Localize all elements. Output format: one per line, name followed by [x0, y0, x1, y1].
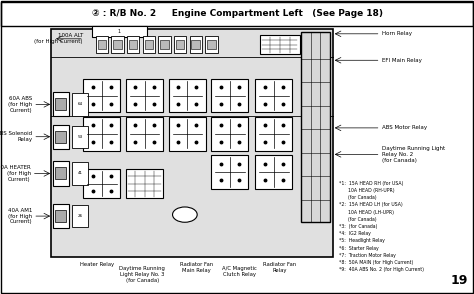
Bar: [72, 205, 88, 227]
Bar: [53, 204, 69, 228]
Bar: [126, 78, 163, 112]
Text: *2:  15A HEAD LH (for USA): *2: 15A HEAD LH (for USA): [339, 202, 402, 208]
Bar: [174, 36, 186, 53]
Bar: [145, 40, 153, 49]
Text: 40A AM1
(for High
Current): 40A AM1 (for High Current): [8, 208, 32, 224]
Bar: [158, 36, 171, 53]
Bar: [51, 29, 333, 257]
Text: 64: 64: [78, 102, 82, 106]
Bar: [111, 36, 124, 53]
Bar: [92, 26, 147, 37]
Text: ABS Motor Relay: ABS Motor Relay: [382, 125, 427, 131]
Bar: [126, 117, 163, 151]
Bar: [207, 40, 216, 49]
Text: 19: 19: [451, 274, 468, 287]
Text: Horn Relay: Horn Relay: [382, 31, 411, 36]
Bar: [55, 131, 66, 143]
Text: *7:  Traction Motor Relay: *7: Traction Motor Relay: [339, 253, 396, 258]
Bar: [143, 36, 155, 53]
Text: 60A ABS
(for High
Current): 60A ABS (for High Current): [8, 96, 32, 113]
Bar: [169, 117, 206, 151]
Text: *9:  40A ABS No. 2 (for High Current): *9: 40A ABS No. 2 (for High Current): [339, 267, 424, 272]
Bar: [127, 36, 139, 53]
Text: A/C Magnetic
Clutch Relay: A/C Magnetic Clutch Relay: [222, 266, 257, 277]
Text: ABS Solenoid
Relay: ABS Solenoid Relay: [0, 131, 32, 142]
Text: ② : R/B No. 2     Engine Compartment Left   (See Page 18): ② : R/B No. 2 Engine Compartment Left (S…: [91, 9, 383, 18]
Bar: [211, 117, 248, 151]
Text: Daytime Running Light
Relay No. 2
(for Canada): Daytime Running Light Relay No. 2 (for C…: [382, 146, 445, 163]
Bar: [72, 126, 88, 148]
Text: Radiator Fan
Main Relay: Radiator Fan Main Relay: [180, 262, 213, 273]
Bar: [176, 40, 184, 49]
Text: EFI Main Relay: EFI Main Relay: [382, 58, 421, 63]
Bar: [255, 155, 292, 189]
Text: (for Canada): (for Canada): [339, 217, 376, 222]
Bar: [55, 98, 66, 110]
Text: *4:  IG2 Relay: *4: IG2 Relay: [339, 231, 371, 236]
Text: 53: 53: [77, 135, 83, 139]
Text: *8:  50A MAIN (for High Current): *8: 50A MAIN (for High Current): [339, 260, 413, 265]
Bar: [55, 210, 66, 222]
Bar: [255, 78, 292, 112]
Bar: [83, 78, 120, 112]
Bar: [53, 92, 69, 116]
Bar: [72, 93, 88, 116]
Bar: [72, 162, 88, 185]
Text: (for Canada): (for Canada): [339, 195, 376, 200]
Text: 10A HEAD (RH-UPR): 10A HEAD (RH-UPR): [339, 188, 394, 193]
Text: *1:  15A HEAD RH (for USA): *1: 15A HEAD RH (for USA): [339, 181, 403, 186]
Bar: [126, 169, 163, 198]
Bar: [211, 155, 248, 189]
Text: *5:  Headlight Relay: *5: Headlight Relay: [339, 238, 385, 243]
Bar: [55, 168, 66, 179]
Bar: [255, 117, 292, 151]
Text: *3:  (for Canada): *3: (for Canada): [339, 224, 377, 229]
Bar: [83, 117, 120, 151]
Text: 10A HEAD (LH-UPR): 10A HEAD (LH-UPR): [339, 210, 394, 215]
Bar: [190, 36, 202, 53]
Bar: [53, 161, 69, 186]
Text: Heater Relay: Heater Relay: [80, 262, 114, 267]
Bar: [96, 36, 108, 53]
Bar: [301, 32, 330, 222]
Text: Daytime Running
Light Relay No. 3
(for Canada): Daytime Running Light Relay No. 3 (for C…: [119, 266, 165, 283]
Text: 50A HEATER
(for High
Current): 50A HEATER (for High Current): [0, 165, 31, 182]
Bar: [113, 40, 122, 49]
Text: 1: 1: [118, 29, 121, 34]
Text: 41: 41: [78, 171, 82, 176]
Bar: [191, 40, 200, 49]
Bar: [53, 125, 69, 149]
Bar: [169, 78, 206, 112]
Bar: [211, 78, 248, 112]
Text: Radiator Fan
Relay: Radiator Fan Relay: [263, 262, 296, 273]
Text: *6:  Starter Relay: *6: Starter Relay: [339, 246, 379, 251]
Text: 100A ALT
(for High Current): 100A ALT (for High Current): [35, 34, 83, 44]
Circle shape: [173, 207, 197, 222]
Bar: [205, 36, 218, 53]
Bar: [129, 40, 137, 49]
Bar: [98, 40, 106, 49]
Bar: [83, 169, 120, 198]
Bar: [1, 2, 473, 26]
Bar: [160, 40, 169, 49]
Text: 26: 26: [77, 214, 83, 218]
Bar: [259, 35, 300, 54]
